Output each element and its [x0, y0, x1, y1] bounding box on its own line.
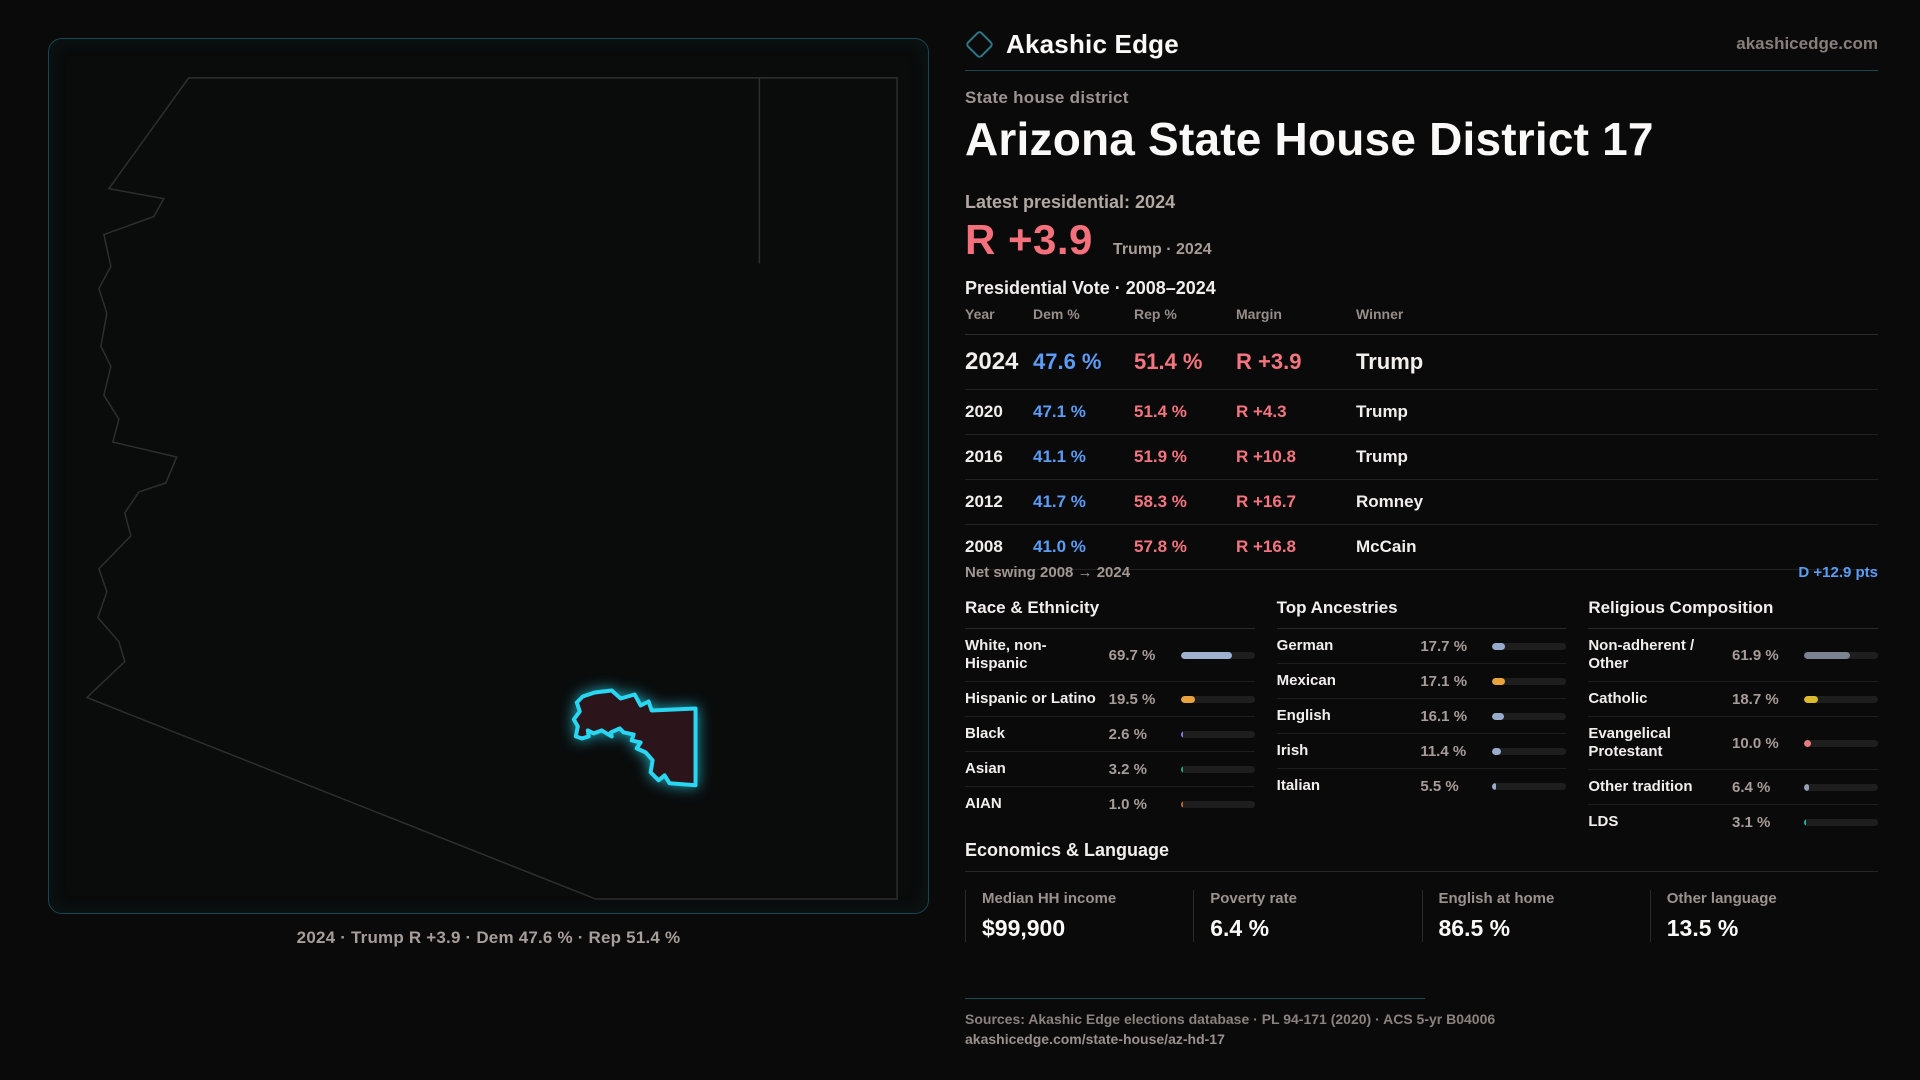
stat-poverty-rate: Poverty rate 6.4 % [1193, 890, 1421, 942]
brand-site-link[interactable]: akashicedge.com [1736, 34, 1878, 53]
bar-fill [1492, 712, 1505, 720]
demo-row: Irish 11.4 % [1276, 734, 1567, 769]
stat-median-income: Median HH income $99,900 [965, 890, 1193, 942]
bar-fill [1180, 695, 1196, 703]
bar-track [1492, 712, 1567, 720]
section-title: Top Ancestries [1276, 598, 1567, 629]
bar-track [1803, 739, 1878, 747]
demo-row: English 16.1 % [1276, 699, 1567, 734]
arizona-map [85, 77, 898, 900]
demo-row: Non-adherent / Other 61.9 % [1588, 629, 1878, 682]
bar-fill [1180, 651, 1233, 659]
bar-track [1492, 677, 1567, 685]
economics-stats: Median HH income $99,900 Poverty rate 6.… [965, 890, 1878, 942]
bar-fill [1180, 730, 1183, 738]
vote-table-header: Year Dem % Rep % Margin Winner [965, 306, 1878, 335]
bar-track [1803, 695, 1878, 703]
net-swing-row: Net swing 2008 → 2024 D +12.9 pts [965, 564, 1878, 581]
demo-row: Catholic 18.7 % [1588, 682, 1878, 717]
section-religious-composition: Religious Composition Non-adherent / Oth… [1588, 598, 1878, 839]
section-race-ethnicity: Race & Ethnicity White, non-Hispanic 69.… [965, 598, 1255, 839]
bar-fill [1180, 765, 1184, 773]
col-rep: Rep % [1134, 306, 1177, 322]
bar-track [1180, 651, 1255, 659]
demo-row: German 17.7 % [1276, 629, 1567, 664]
headline-margin-value: R +3.9 [965, 216, 1093, 263]
header-divider [965, 70, 1878, 71]
headline-margin-row: R +3.9 Trump · 2024 [965, 216, 1878, 264]
section-title: Religious Composition [1588, 598, 1878, 629]
col-dem: Dem % [1033, 306, 1080, 322]
bar-track [1180, 765, 1255, 773]
bar-fill [1803, 739, 1812, 747]
section-top-ancestries: Top Ancestries German 17.7 % Mexican 17.… [1276, 598, 1567, 839]
page-title: Arizona State House District 17 [965, 113, 1654, 165]
demo-row: LDS 3.1 % [1588, 805, 1878, 839]
demo-row: White, non-Hispanic 69.7 % [965, 629, 1255, 682]
demo-row: Evangelical Protestant 10.0 % [1588, 717, 1878, 770]
presidential-vote-table: Year Dem % Rep % Margin Winner 2024 47.6… [965, 306, 1878, 570]
bar-track [1492, 782, 1567, 790]
stat-english-at-home: English at home 86.5 % [1421, 890, 1650, 942]
bar-track [1180, 730, 1255, 738]
footer-divider [965, 998, 1425, 999]
bar-track [1803, 783, 1878, 791]
demo-row: Other tradition 6.4 % [1588, 770, 1878, 805]
bar-track [1492, 747, 1567, 755]
net-swing-value: D +12.9 pts [1798, 564, 1878, 581]
bar-fill [1492, 782, 1497, 790]
col-winner: Winner [1356, 306, 1404, 322]
bar-fill [1492, 747, 1501, 755]
demo-row: AIAN 1.0 % [965, 787, 1255, 821]
bar-track [1492, 642, 1567, 650]
economics-title: Economics & Language [965, 840, 1878, 872]
table-row: 2008 41.0 % 57.8 % R +16.8 McCain [965, 525, 1878, 570]
bar-track [1180, 800, 1255, 808]
col-year: Year [965, 306, 995, 322]
bar-track [1180, 695, 1255, 703]
vote-table-title: Presidential Vote · 2008–2024 [965, 278, 1216, 298]
table-row: 2016 41.1 % 51.9 % R +10.8 Trump [965, 435, 1878, 480]
bar-track [1803, 818, 1878, 826]
district-17-shape [571, 688, 698, 788]
kicker: State house district [965, 88, 1129, 107]
bar-fill [1803, 651, 1850, 659]
bar-fill [1492, 642, 1506, 650]
demo-row: Asian 3.2 % [965, 752, 1255, 787]
map-panel [48, 38, 929, 914]
permalink[interactable]: akashicedge.com/state-house/az-hd-17 [965, 1031, 1225, 1047]
net-swing-label: Net swing 2008 → 2024 [965, 564, 1131, 581]
bar-fill [1803, 695, 1818, 703]
bar-fill [1180, 800, 1183, 808]
bar-fill [1492, 677, 1505, 685]
demo-row: Italian 5.5 % [1277, 769, 1567, 803]
headline-margin-note: Trump · 2024 [1112, 241, 1212, 258]
brand-name: Akashic Edge [1006, 28, 1179, 59]
sources-text: Sources: Akashic Edge elections database… [965, 1011, 1496, 1027]
bar-fill [1803, 783, 1809, 791]
table-row: 2012 41.7 % 58.3 % R +16.7 Romney [965, 480, 1878, 525]
footer: Sources: Akashic Edge elections database… [965, 998, 1878, 1047]
economics-section: Economics & Language Median HH income $9… [965, 840, 1878, 942]
map-caption: 2024 · Trump R +3.9 · Dem 47.6 % · Rep 5… [296, 928, 681, 947]
bar-track [1803, 651, 1878, 659]
diamond-icon [964, 29, 995, 59]
col-margin: Margin [1236, 306, 1282, 322]
section-title: Race & Ethnicity [965, 598, 1255, 629]
latest-presidential-label: Latest presidential: 2024 [965, 192, 1176, 212]
table-row: 2024 47.6 % 51.4 % R +3.9 Trump [965, 335, 1878, 390]
demographics-columns: Race & Ethnicity White, non-Hispanic 69.… [965, 598, 1878, 839]
brand-header: Akashic Edge akashicedge.com [964, 24, 1878, 64]
table-row: 2020 47.1 % 51.4 % R +4.3 Trump [965, 390, 1878, 435]
stat-other-language: Other language 13.5 % [1649, 890, 1878, 942]
demo-row: Hispanic or Latino 19.5 % [965, 682, 1255, 717]
demo-row: Mexican 17.1 % [1276, 664, 1567, 699]
state-outline [85, 77, 898, 900]
bar-fill [1803, 818, 1807, 826]
demo-row: Black 2.6 % [965, 717, 1255, 752]
